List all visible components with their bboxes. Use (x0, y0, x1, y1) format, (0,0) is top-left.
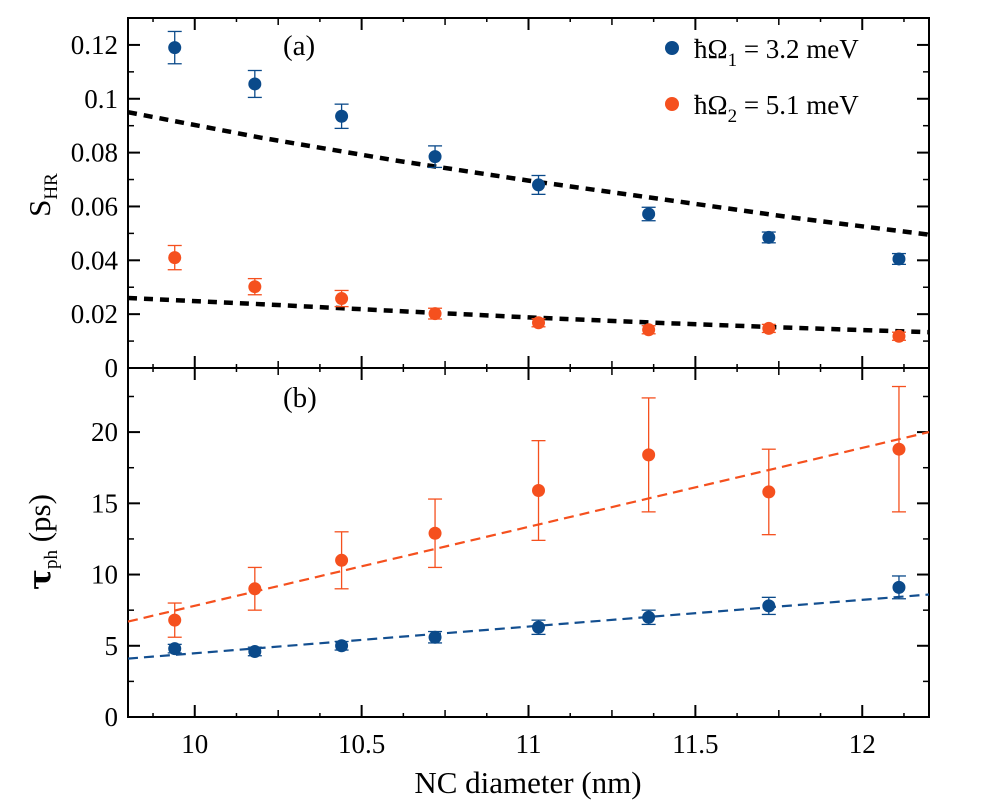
y-tick-label: 0.04 (71, 245, 119, 275)
panel-a-label: (a) (283, 30, 315, 62)
panel-a-ylabel: SHR (22, 173, 62, 217)
fit-line-series-1 (127, 109, 930, 237)
panel-b-data-points (167, 385, 906, 658)
x-tick-label: 10.5 (338, 729, 385, 759)
data-point-series-2 (642, 448, 656, 462)
x-tick-label: 11.5 (672, 729, 718, 759)
x-axis-title: NC diameter (nm) (414, 765, 641, 800)
data-point-series-2 (532, 316, 546, 330)
panel-b-ticks: 0 5 10 15 20 10 10.5 11 11.5 12 (91, 368, 929, 759)
data-point-series-1 (532, 178, 546, 192)
y-tick-label: 0.08 (71, 138, 118, 168)
x-tick-label: 11 (516, 729, 542, 759)
panel-b-fit-lines (127, 431, 930, 660)
data-point-series-2 (168, 613, 182, 627)
panel-b: 0 5 10 15 20 10 10.5 11 11.5 12 (b) τph (ps) NC d… (22, 367, 930, 800)
fit-line-series-2 (127, 295, 930, 335)
data-point-series-1 (428, 630, 442, 644)
panel-a-fit-lines (127, 109, 930, 335)
data-point-series-1 (892, 252, 906, 266)
data-point-series-2 (428, 526, 442, 540)
data-point-series-2 (248, 280, 262, 294)
fit-line-series-1 (127, 593, 930, 660)
data-point-series-2 (335, 553, 349, 567)
y-tick-label: 0.12 (71, 30, 118, 60)
y-tick-label: 10 (91, 560, 118, 590)
x-tick-label: 12 (849, 729, 876, 759)
data-point-series-1 (248, 644, 262, 658)
panel-b-frame (127, 367, 930, 718)
data-point-series-2 (248, 582, 262, 596)
data-point-series-2 (335, 292, 349, 306)
data-point-series-1 (642, 207, 656, 221)
y-tick-label: 15 (91, 488, 118, 518)
data-point-series-1 (762, 599, 776, 613)
panel-a-data-points (167, 30, 906, 343)
y-tick-label: 20 (91, 417, 118, 447)
legend-entry-series-1: ħΩ1 = 3.2 meV (665, 34, 859, 71)
data-point-series-1 (762, 230, 776, 244)
data-point-series-2 (642, 323, 656, 337)
legend-marker-series-1 (665, 41, 679, 55)
data-point-series-1 (335, 109, 349, 123)
legend-label-series-1: ħΩ1 = 3.2 meV (694, 34, 859, 71)
legend-label-series-2: ħΩ2 = 5.1 meV (694, 90, 859, 127)
data-point-series-2 (892, 442, 906, 456)
panel-a-ticks: 0 0.02 0.04 0.06 0.08 0.1 0.12 (71, 18, 929, 383)
fit-line-series-2 (127, 431, 930, 623)
y-tick-label: 5 (105, 631, 119, 661)
panel-a: 0 0.02 0.04 0.06 0.08 0.1 0.12 (a) ħΩ1 = 3.2 m… (22, 17, 930, 383)
y-tick-label: 0 (105, 353, 119, 383)
data-point-series-2 (168, 251, 182, 265)
y-tick-label: 0.06 (71, 191, 118, 221)
panel-b-ylabel: τph (ps) (22, 494, 62, 590)
y-tick-label: 0.02 (71, 299, 118, 329)
y-tick-label: 0.1 (84, 84, 118, 114)
data-point-series-1 (248, 77, 262, 91)
data-point-series-2 (428, 307, 442, 321)
legend: ħΩ1 = 3.2 meV ħΩ2 = 5.1 meV (665, 34, 859, 127)
panel-b-label: (b) (283, 382, 317, 414)
data-point-series-1 (428, 150, 442, 164)
data-point-series-1 (168, 642, 182, 656)
data-point-series-1 (892, 580, 906, 594)
y-tick-label: 0 (105, 702, 119, 732)
data-point-series-1 (168, 41, 182, 55)
data-point-series-2 (532, 484, 546, 498)
data-point-series-2 (762, 485, 776, 499)
legend-entry-series-2: ħΩ2 = 5.1 meV (665, 90, 859, 127)
data-point-series-2 (892, 329, 906, 343)
data-point-series-1 (532, 620, 546, 634)
data-point-series-1 (642, 610, 656, 624)
legend-marker-series-2 (665, 97, 679, 111)
data-point-series-2 (762, 321, 776, 335)
x-tick-label: 10 (181, 729, 208, 759)
data-point-series-1 (335, 639, 349, 653)
